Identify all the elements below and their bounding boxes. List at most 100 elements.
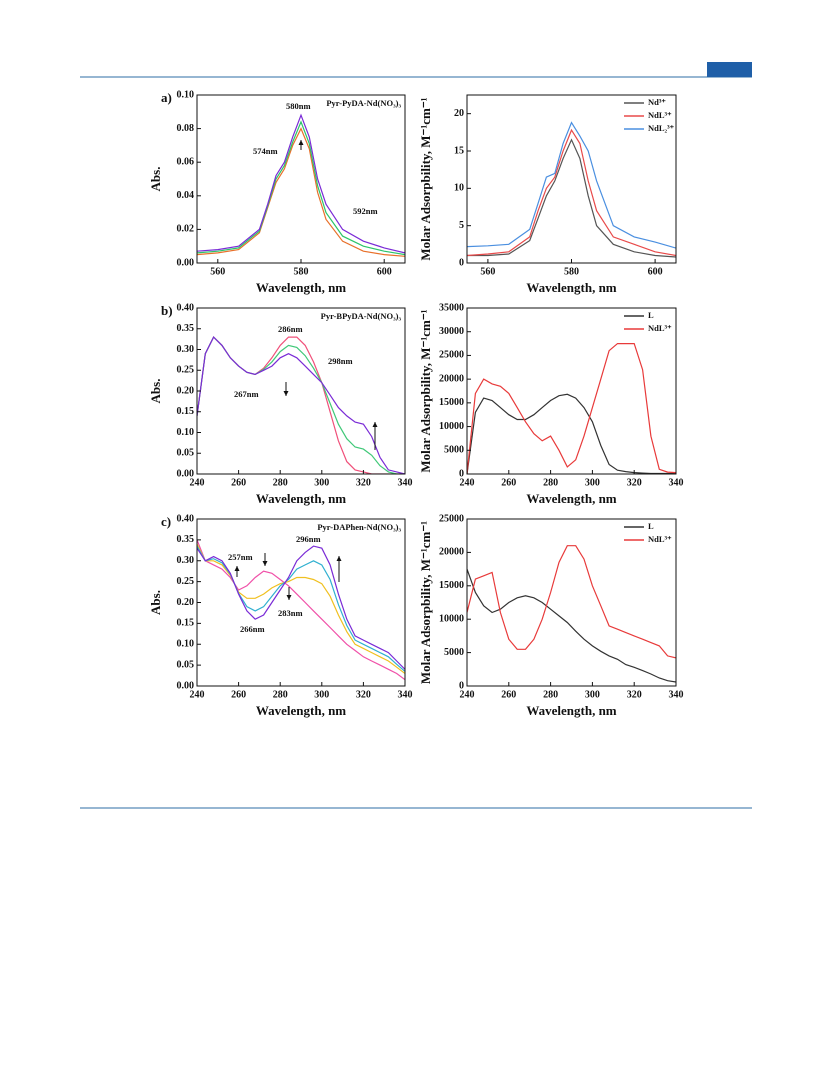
legend-label: L [648,310,654,320]
chart-title: Pyr-DAPhen-Nd(NO₃)₃ [317,522,401,532]
x-tick-label: 260 [231,689,246,700]
y-tick-label: 35000 [439,302,464,313]
x-axis-label: Wavelength, nm [256,491,346,506]
legend-label: L [648,521,654,531]
x-tick-label: 580 [564,266,579,277]
y-tick-label: 10000 [439,421,464,432]
annotation: 283nm [278,608,303,618]
y-tick-label: 0.35 [177,323,195,334]
panel-label: c) [161,514,171,529]
y-tick-label: 0.30 [177,555,195,566]
y-tick-label: 0.05 [177,448,195,459]
arrow-head [336,556,342,561]
legend-label: NdL₂³⁺ [648,123,675,133]
y-tick-label: 0 [459,468,464,479]
y-tick-label: 0.40 [177,302,195,313]
plot-frame [466,518,677,687]
x-tick-label: 560 [480,266,495,277]
plot: 240 260 280 300 320 340 0.00 0.05 0.10 0.15 0.20 0.… [148,513,413,718]
panel-label: b) [161,303,173,318]
series-line [467,128,676,257]
y-tick-label: 0.10 [177,639,195,650]
x-tick-label: 260 [501,477,516,488]
x-tick-label: 580 [294,266,309,277]
plot-frame [196,518,406,687]
series-line [197,539,405,681]
panel-label: a) [161,90,172,105]
plot: 240 260 280 300 320 340 0 5000 10000 15000 20000 25… [418,513,684,718]
series-line [467,343,676,474]
arrow-head [298,140,304,145]
series-line [467,121,676,249]
series-line [197,127,405,257]
x-tick-label: 280 [273,689,288,700]
x-axis-label: Wavelength, nm [256,280,346,295]
x-tick-label: 340 [669,689,684,700]
header-tab [707,62,752,77]
plot-frame [196,94,406,264]
y-tick-label: 0.20 [177,385,195,396]
y-tick-label: 0.00 [177,468,195,479]
y-tick-label: 0 [459,680,464,691]
annotation: 257nm [228,552,253,562]
series-line [197,336,405,474]
x-tick-label: 240 [190,689,205,700]
plot-frame [466,94,677,264]
y-tick-label: 25000 [439,513,464,524]
plot: 240 260 280 300 320 340 0.00 0.05 0.10 0.15 0.20 0.… [148,302,413,506]
y-tick-label: 0.30 [177,344,195,355]
x-tick-label: 340 [398,689,413,700]
annotation: 580nm [286,101,311,111]
legend-label: Nd³⁺ [648,97,666,107]
y-tick-label: 10000 [439,613,464,624]
series-line [467,138,676,258]
y-tick-label: 0.10 [177,89,195,100]
arrow-head [234,566,240,571]
x-tick-label: 240 [460,689,475,700]
y-tick-label: 0.04 [177,190,195,201]
annotation: 296nm [296,534,321,544]
x-tick-label: 300 [314,689,329,700]
y-tick-label: 0.00 [177,680,195,691]
x-tick-label: 300 [314,477,329,488]
x-tick-label: 600 [648,266,663,277]
y-tick-label: 0.25 [177,576,195,587]
series-line [197,113,405,254]
x-tick-label: 340 [669,477,684,488]
chart-title: Pyr-PyDA-Nd(NO₃)₃ [326,98,401,108]
x-tick-label: 560 [210,266,225,277]
y-tick-label: 5000 [444,647,464,658]
legend-label: NdL³⁺ [648,534,672,544]
plot: 240 260 280 300 320 340 0 5000 10000 15000 20000 25… [418,302,684,506]
y-tick-label: 20000 [439,373,464,384]
x-tick-label: 280 [543,689,558,700]
x-tick-label: 260 [231,477,246,488]
y-tick-label: 0.00 [177,257,195,268]
plot: 560 580 600 0.00 0.02 0.04 0.06 0.08 0.10 Wavelen… [148,89,406,295]
y-tick-label: 0.40 [177,513,195,524]
y-tick-label: 0.06 [177,156,195,167]
x-tick-label: 300 [585,477,600,488]
x-axis-label: Wavelength, nm [526,280,616,295]
y-axis-label: Abs. [148,379,163,404]
y-axis-label: Molar Adsorpbility, M⁻¹cm⁻¹ [418,521,433,684]
y-tick-label: 0.20 [177,597,195,608]
y-tick-label: 20000 [439,547,464,558]
y-tick-label: 0 [459,257,464,268]
chart-title: Pyr-BPyDA-Nd(NO₃)₃ [321,311,402,321]
annotation: 286nm [278,324,303,334]
y-tick-label: 0.15 [177,618,195,629]
y-tick-label: 15 [454,145,464,156]
y-tick-label: 0.10 [177,427,195,438]
x-tick-label: 320 [356,477,371,488]
series-line [197,545,405,670]
arrow-head [372,422,378,427]
annotation: 267nm [234,389,259,399]
y-tick-label: 0.25 [177,365,195,376]
y-tick-label: 15000 [439,397,464,408]
y-tick-label: 5000 [444,445,464,456]
series-line [197,120,405,256]
y-axis-label: Abs. [148,590,163,615]
plot-frame [466,307,677,475]
